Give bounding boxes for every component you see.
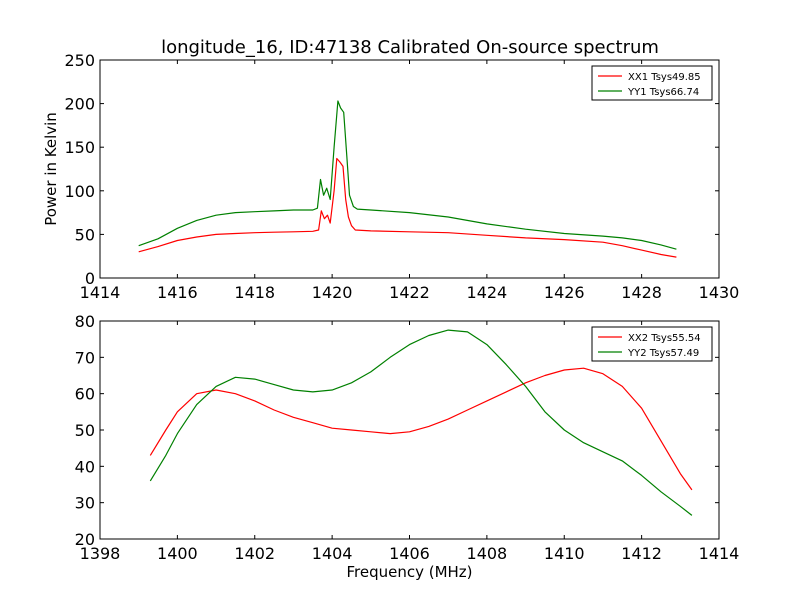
- y-tick-label: 100: [64, 182, 95, 201]
- bottom-panel: 1398 1400 1402 1404 1406 1408 1410 1412 1414 20 30…: [75, 312, 740, 581]
- y-tick-label: 80: [75, 312, 95, 331]
- series-line-yy2: [149, 329, 693, 516]
- y-tick-label: 150: [64, 138, 95, 157]
- x-tick-label: 1408: [467, 544, 508, 563]
- top-panel: 1414 1416 1418 1420 1422 1424 1426 1428 1430 0 50 1…: [42, 51, 739, 302]
- x-tick-label: 1414: [80, 283, 121, 302]
- x-tick-label: 1406: [389, 544, 430, 563]
- x-tick-label: 1402: [234, 544, 275, 563]
- y-tick-label: 0: [85, 269, 95, 288]
- series-line-xx2: [149, 367, 693, 491]
- x-tick-label: 1430: [699, 283, 740, 302]
- x-tick-label: 1398: [80, 544, 121, 563]
- y-tick-label: 50: [75, 225, 95, 244]
- x-tick-label: 1418: [234, 283, 275, 302]
- x-tick-label: 1410: [544, 544, 585, 563]
- legend-label: XX1 Tsys49.85: [628, 72, 701, 83]
- x-tick-label: 1404: [312, 544, 353, 563]
- y-tick-label: 70: [75, 348, 95, 367]
- y-tick-label: 60: [75, 385, 95, 404]
- legend: XX1 Tsys49.85 YY1 Tsys66.74: [591, 65, 713, 101]
- y-tick-label: 250: [64, 51, 95, 70]
- y-tick-label: 40: [75, 457, 95, 476]
- y-tick-label: 50: [75, 421, 95, 440]
- y-tick-label: 30: [75, 494, 95, 513]
- series-line-xx1: [138, 157, 677, 258]
- x-tick-label: 1422: [389, 283, 430, 302]
- legend-label: XX2 Tsys55.54: [628, 333, 701, 344]
- series-line-yy1: [138, 100, 677, 250]
- x-tick-label: 1428: [621, 283, 662, 302]
- legend: XX2 Tsys55.54 YY2 Tsys57.49: [591, 326, 713, 362]
- legend-label: YY1 Tsys66.74: [627, 87, 699, 98]
- x-tick-label: 1420: [312, 283, 353, 302]
- y-tick-label: 20: [75, 530, 95, 549]
- x-tick-label: 1426: [544, 283, 585, 302]
- x-tick-label: 1412: [621, 544, 662, 563]
- y-axis-label: Power in Kelvin: [42, 112, 60, 226]
- legend-label: YY2 Tsys57.49: [627, 348, 699, 359]
- y-tick-label: 200: [64, 95, 95, 114]
- legend-box: [591, 326, 713, 362]
- x-tick-label: 1424: [467, 283, 508, 302]
- legend-box: [591, 65, 713, 101]
- x-tick-label: 1414: [699, 544, 740, 563]
- x-tick-label: 1416: [157, 283, 198, 302]
- figure-title: longitude_16, ID:47138 Calibrated On-sou…: [161, 37, 659, 58]
- x-tick-label: 1400: [157, 544, 198, 563]
- x-axis-label: Frequency (MHz): [346, 563, 472, 581]
